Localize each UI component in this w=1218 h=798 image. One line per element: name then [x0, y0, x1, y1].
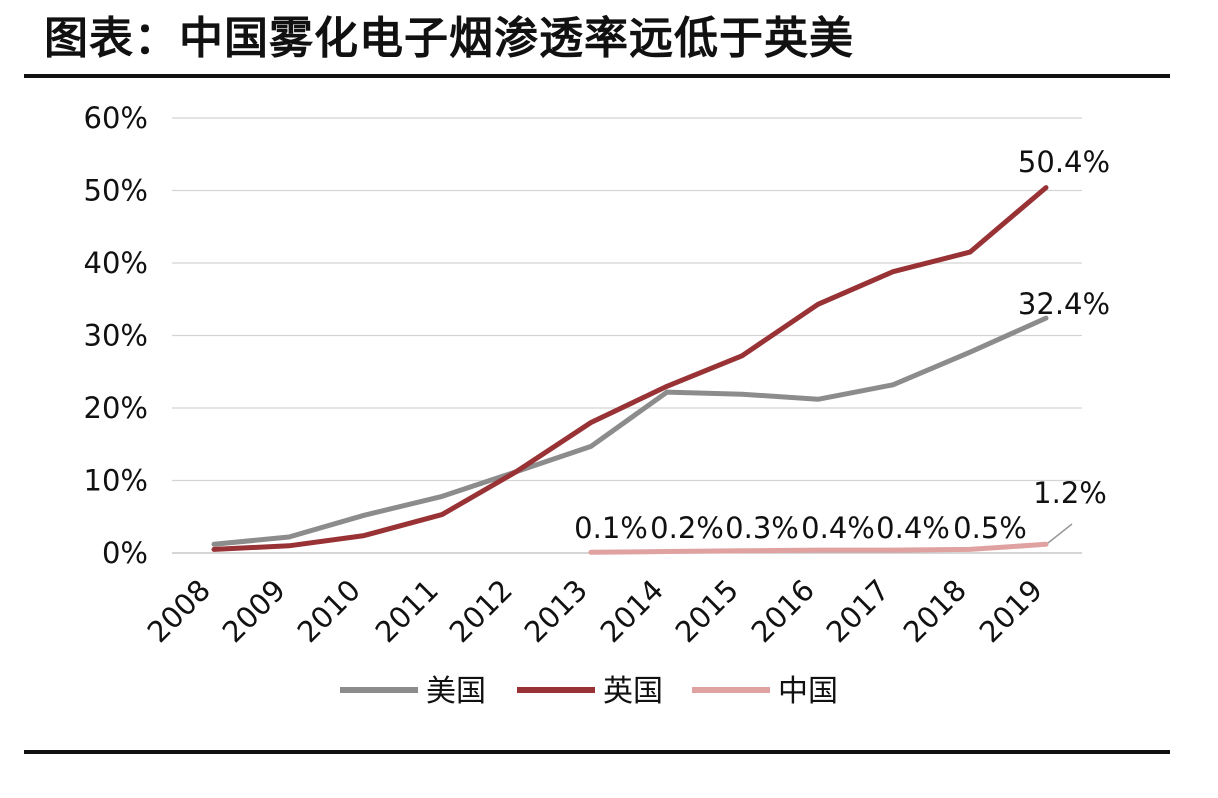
data-label: 1.2%	[1033, 476, 1107, 510]
gridlines	[172, 117, 1082, 554]
data-label: 0.4%	[801, 511, 875, 545]
y-tick-label: 50%	[84, 174, 148, 208]
data-label: 0.1%	[574, 511, 648, 545]
series-line	[211, 315, 1049, 547]
y-tick-label: 0%	[102, 536, 148, 570]
x-tick-label: 2011	[369, 573, 445, 649]
leader-line	[1047, 523, 1073, 544]
x-tick-label: 2015	[669, 573, 745, 649]
data-label: 0.2%	[650, 511, 724, 545]
y-axis-ticks: 0% 10% 20% 30% 40% 50% 60%	[84, 101, 148, 570]
data-label: 32.4%	[1018, 287, 1110, 321]
legend-label: 英国	[603, 674, 663, 709]
x-tick-label: 2008	[141, 573, 217, 649]
y-tick-label: 60%	[84, 101, 148, 135]
legend-label: 美国	[426, 674, 486, 709]
data-labels: 50.4%32.4%0.1% 0.2% 0.3% 0.4% 0.4% 0.5%1.2%	[574, 145, 1110, 545]
y-tick-label: 20%	[84, 391, 148, 425]
data-label: 0.3%	[725, 511, 799, 545]
y-tick-label: 40%	[84, 246, 148, 280]
title-divider	[24, 74, 1170, 78]
footer-divider	[24, 750, 1170, 754]
x-tick-label: 2017	[820, 573, 896, 649]
x-tick-label: 2012	[443, 573, 519, 649]
y-tick-label: 30%	[84, 319, 148, 353]
x-tick-label: 2009	[216, 573, 292, 649]
series-line	[211, 185, 1049, 552]
legend: 美国 英国 中国	[340, 674, 838, 709]
series-line	[588, 541, 1049, 555]
x-tick-label: 2016	[745, 573, 821, 649]
x-tick-label: 2010	[291, 573, 367, 649]
y-tick-label: 10%	[84, 464, 148, 498]
data-label: 0.4%	[876, 511, 950, 545]
x-tick-label: 2018	[897, 573, 973, 649]
x-tick-label: 2013	[518, 573, 594, 649]
data-label: 50.4%	[1018, 145, 1110, 179]
x-tick-label: 2019	[973, 573, 1049, 649]
x-tick-label: 2014	[594, 573, 670, 649]
chart-title: 图表：中国雾化电子烟渗透率远低于英美	[44, 13, 854, 64]
legend-label: 中国	[778, 674, 838, 709]
data-label: 0.5%	[953, 511, 1027, 545]
series-lines	[211, 185, 1049, 555]
